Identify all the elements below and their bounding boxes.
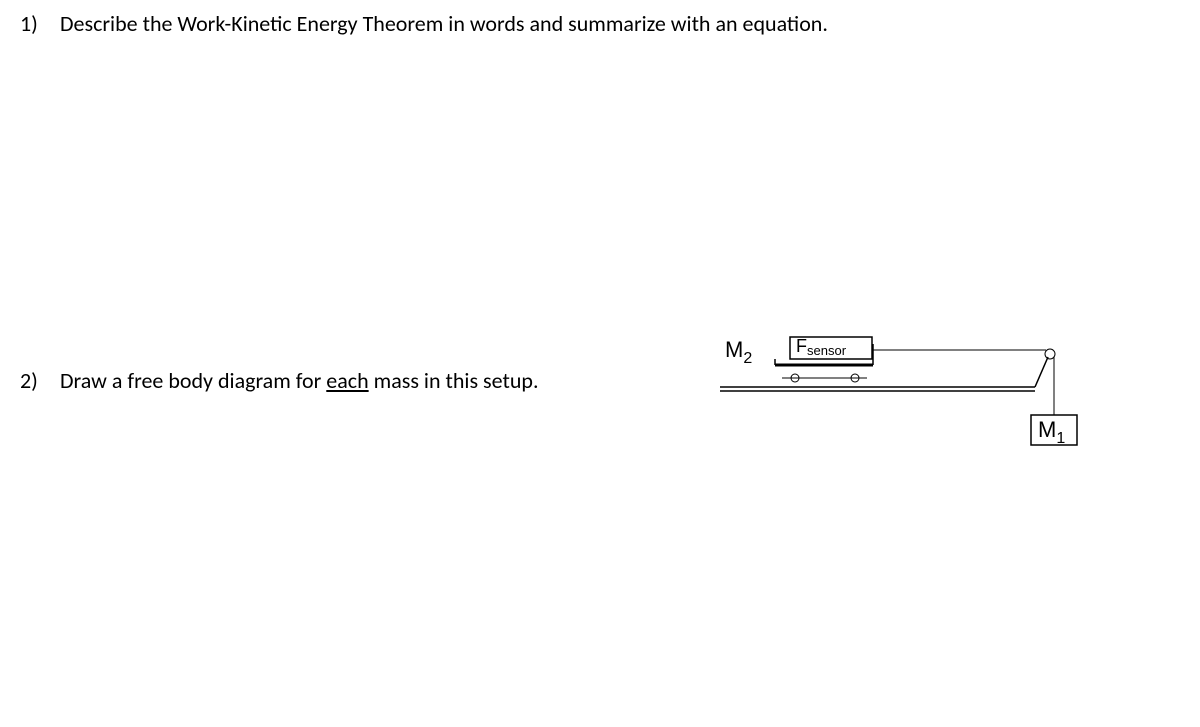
question-1: 1) Describe the Work-Kinetic Energy Theo… bbox=[20, 10, 828, 37]
q2-text-underlined: each bbox=[326, 367, 368, 394]
question-2: 2) Draw a free body diagram for each mas… bbox=[20, 367, 539, 394]
q1-number: 1) bbox=[20, 10, 60, 37]
pulley-support bbox=[1035, 357, 1048, 387]
fsensor-label: Fsensor bbox=[796, 336, 847, 358]
q2-text-before: Draw a free body diagram for bbox=[60, 367, 326, 394]
m1-label: M1 bbox=[1038, 417, 1065, 447]
q2-text: Draw a free body diagram for each mass i… bbox=[60, 367, 539, 394]
diagram-svg: M2 Fsensor M1 bbox=[720, 335, 1080, 455]
physics-diagram: M2 Fsensor M1 bbox=[720, 335, 1080, 455]
q2-text-after: mass in this setup. bbox=[369, 367, 539, 394]
q1-text: Describe the Work-Kinetic Energy Theorem… bbox=[60, 10, 828, 37]
m2-label: M2 bbox=[725, 337, 752, 367]
q2-number: 2) bbox=[20, 367, 60, 394]
